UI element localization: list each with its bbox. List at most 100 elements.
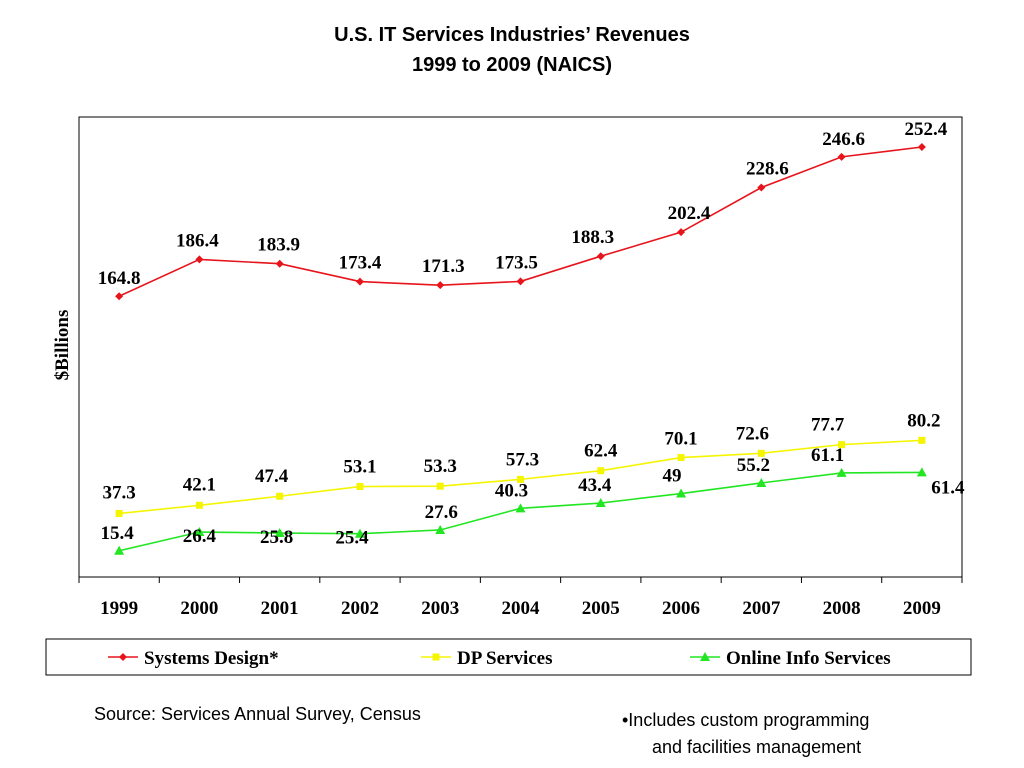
data-point [515, 503, 526, 513]
data-label: 49 [663, 466, 682, 487]
series-line [118, 146, 922, 297]
legend-box [45, 638, 972, 676]
legend: Systems Design* DP Services Online Info Se… [45, 638, 972, 676]
chart-subtitle: 1999 to 2009 (NAICS) [411, 54, 613, 76]
x-tick-label: 2001 [261, 598, 299, 619]
data-label: 62.4 [584, 441, 618, 462]
data-label: 72.6 [736, 423, 769, 444]
x-tick-label: 2000 [180, 598, 218, 619]
data-point [676, 488, 687, 498]
data-label: 27.6 [425, 502, 458, 523]
data-point [836, 467, 847, 477]
chart-title: U.S. IT Services Industries’ Revenues [334, 24, 690, 46]
legend-label: Online Info Services [726, 648, 891, 669]
data-label: 42.1 [183, 474, 216, 495]
footnote-line-2: and facilities management [652, 737, 862, 757]
series-layer [114, 142, 927, 555]
data-point [516, 277, 525, 286]
data-label: 61.1 [811, 445, 844, 466]
legend-label: DP Services [457, 648, 553, 669]
data-label: 53.3 [424, 456, 457, 477]
data-point [195, 255, 204, 264]
data-label: 57.3 [506, 449, 539, 470]
data-label: 55.2 [737, 455, 770, 476]
plot-border [78, 116, 963, 578]
data-label: 15.4 [101, 523, 135, 544]
x-tick-label: 2005 [582, 598, 620, 619]
legend-label: Systems Design* [144, 648, 279, 669]
x-tick-label: 2009 [903, 598, 941, 619]
data-label: 164.8 [98, 268, 141, 289]
data-point [115, 292, 124, 301]
x-tick-label: 2002 [341, 598, 379, 619]
data-point [195, 501, 203, 509]
data-label: 246.6 [822, 129, 865, 150]
data-point [436, 281, 445, 290]
plot-area [78, 116, 963, 578]
data-point [276, 492, 284, 500]
data-label: 188.3 [571, 227, 614, 248]
data-point [356, 483, 364, 491]
data-label: 25.8 [260, 527, 293, 548]
data-point [275, 259, 284, 268]
x-tick-label: 2008 [823, 598, 861, 619]
data-point [757, 183, 766, 192]
data-label: 228.6 [746, 159, 789, 180]
x-axis: 1999 2000 2001 2002 2003 2004 2005 2006 2007 2008… [78, 577, 963, 619]
data-point [838, 441, 846, 449]
data-point [355, 277, 364, 286]
data-point [916, 467, 927, 477]
data-point [596, 252, 605, 261]
x-tick-label: 1999 [100, 598, 138, 619]
data-label: 252.4 [904, 119, 947, 140]
data-point [677, 228, 686, 237]
legend-marker [700, 652, 710, 661]
data-point [354, 528, 365, 538]
series-3 [114, 467, 927, 555]
legend-marker [432, 653, 440, 661]
data-point [274, 528, 285, 538]
series-2 [115, 436, 926, 517]
legend-marker [119, 653, 127, 661]
data-label: 171.3 [422, 256, 465, 277]
data-point [517, 475, 524, 483]
data-label: 37.3 [103, 482, 136, 503]
y-axis-label: $Billions [52, 310, 73, 381]
data-label: 61.4 [931, 477, 965, 498]
data-point [918, 436, 926, 444]
data-label: 70.1 [664, 429, 697, 450]
data-label: 173.4 [339, 253, 382, 274]
data-point [757, 449, 765, 457]
legend-item-3: Online Info Services [690, 648, 891, 669]
data-label: 202.4 [668, 203, 711, 224]
source-note: Source: Services Annual Survey, Census [94, 704, 421, 724]
data-point [837, 152, 846, 161]
footnote-line-1: •Includes custom programming [622, 710, 870, 730]
data-point [114, 545, 125, 555]
data-label: 25.4 [335, 528, 369, 549]
data-label: 77.7 [811, 415, 845, 436]
data-label: 53.1 [343, 457, 376, 478]
data-label: 43.4 [578, 475, 612, 496]
data-label: 173.5 [495, 252, 538, 273]
data-label: 183.9 [257, 235, 300, 256]
data-label: 186.4 [176, 230, 219, 251]
data-label: 26.4 [183, 526, 217, 547]
x-tick-label: 2006 [662, 598, 700, 619]
x-tick-label: 2003 [421, 598, 459, 619]
data-point [595, 498, 606, 508]
data-point [597, 467, 605, 475]
data-point [756, 477, 767, 487]
x-tick-label: 2004 [502, 598, 541, 619]
legend-item-2: DP Services [421, 648, 553, 669]
data-point [677, 454, 685, 462]
data-point [435, 524, 446, 534]
data-point [194, 527, 205, 537]
series-1 [115, 142, 926, 301]
data-labels: 164.8 186.4 183.9 173.4 171.3 173.5 188.3 202.4… [98, 119, 965, 549]
legend-item-1: Systems Design* [108, 648, 279, 669]
data-point [436, 482, 444, 490]
data-point [917, 142, 926, 151]
data-label: 47.4 [255, 466, 289, 487]
